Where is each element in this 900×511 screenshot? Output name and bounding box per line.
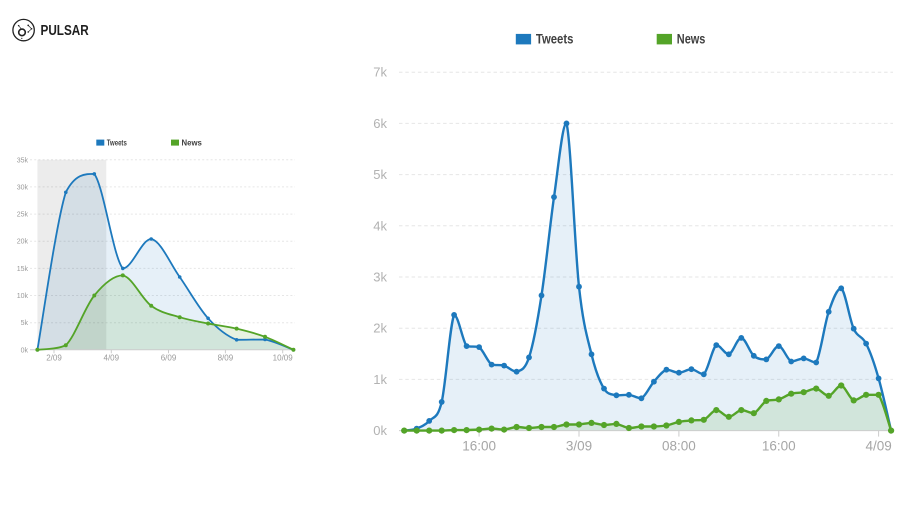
svg-text:30k: 30k xyxy=(17,184,29,191)
svg-text:News: News xyxy=(677,32,706,47)
svg-text:2/09: 2/09 xyxy=(46,354,62,363)
svg-text:3/09: 3/09 xyxy=(566,439,592,454)
svg-text:8/09: 8/09 xyxy=(218,354,234,363)
svg-text:10k: 10k xyxy=(17,293,29,300)
svg-text:2k: 2k xyxy=(373,321,387,336)
svg-text:6k: 6k xyxy=(373,116,387,131)
svg-text:08:00: 08:00 xyxy=(662,439,696,454)
svg-text:0k: 0k xyxy=(21,347,29,354)
svg-text:4k: 4k xyxy=(373,218,387,233)
svg-text:News: News xyxy=(182,138,203,147)
svg-text:35k: 35k xyxy=(17,157,29,164)
svg-text:PULSAR: PULSAR xyxy=(41,22,89,39)
svg-text:Tweets: Tweets xyxy=(536,32,574,47)
svg-text:5k: 5k xyxy=(21,320,29,327)
svg-text:6/09: 6/09 xyxy=(161,354,177,363)
svg-text:5k: 5k xyxy=(373,167,387,182)
svg-text:1k: 1k xyxy=(373,372,387,387)
svg-text:15k: 15k xyxy=(17,266,29,273)
svg-text:7k: 7k xyxy=(373,65,387,80)
svg-text:4/09: 4/09 xyxy=(104,354,120,363)
svg-text:10/09: 10/09 xyxy=(273,354,294,363)
svg-text:Tweets: Tweets xyxy=(107,138,127,147)
svg-text:16:00: 16:00 xyxy=(762,439,796,454)
svg-text:0k: 0k xyxy=(373,423,387,438)
svg-text:4/09: 4/09 xyxy=(865,439,891,454)
svg-text:25k: 25k xyxy=(17,212,29,219)
svg-text:3k: 3k xyxy=(373,270,387,285)
svg-text:20k: 20k xyxy=(17,239,29,246)
svg-text:16:00: 16:00 xyxy=(462,439,496,454)
